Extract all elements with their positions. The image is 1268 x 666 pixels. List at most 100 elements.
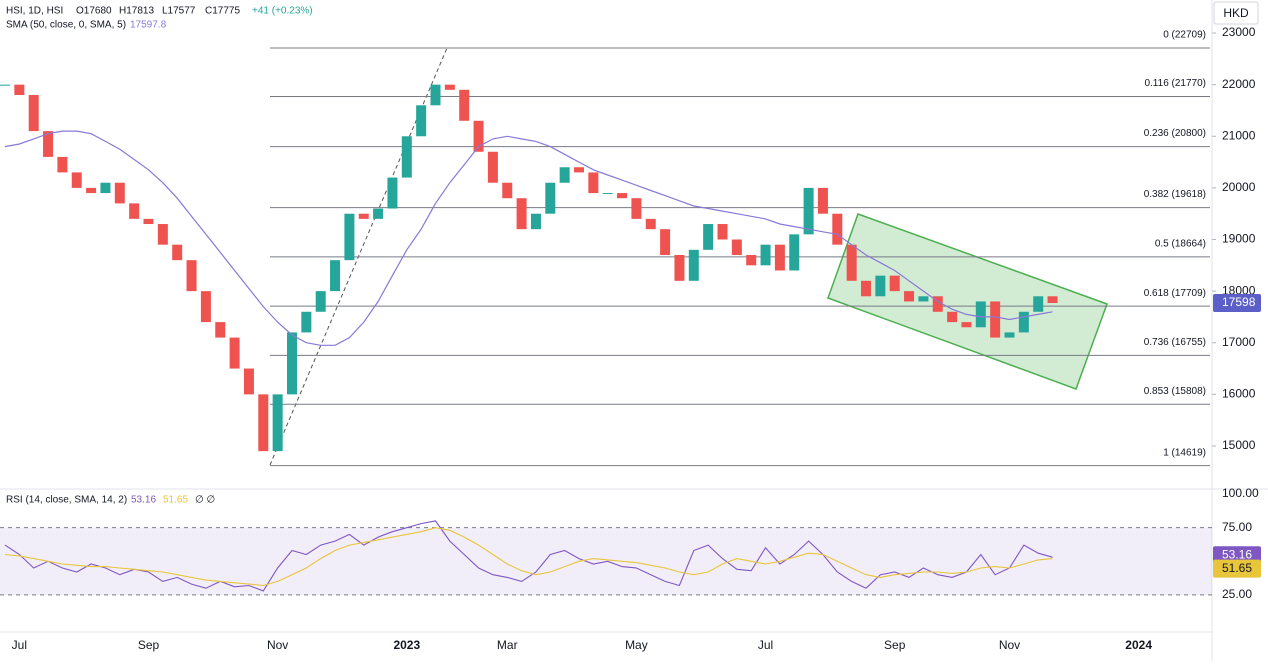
- candle: [287, 332, 297, 395]
- candle: [1018, 311, 1029, 333]
- candle: [172, 244, 183, 261]
- candle: [387, 177, 398, 209]
- rsi-badge-label: 51.65: [1222, 561, 1252, 575]
- candle: [129, 203, 140, 219]
- candle: [215, 322, 226, 338]
- candle: [674, 254, 685, 281]
- candle: [803, 187, 814, 235]
- currency-button[interactable]: [1213, 1, 1259, 25]
- y-tick-label: 75.00: [1222, 520, 1252, 534]
- candle: [617, 193, 628, 199]
- candle: [631, 198, 642, 219]
- candle: [330, 260, 341, 292]
- rsi-legend-value: 53.16: [131, 495, 156, 506]
- legend-ohlc: C17775: [205, 6, 240, 17]
- sma-line: [4, 130, 1053, 346]
- candle: [516, 198, 527, 230]
- x-tick-label: 2023: [393, 638, 420, 652]
- candle: [344, 213, 355, 261]
- candle: [703, 224, 714, 250]
- candle: [1004, 332, 1015, 338]
- candle: [301, 311, 312, 333]
- candle: [487, 151, 498, 183]
- candle: [1047, 296, 1058, 303]
- last-price-badge: [1213, 293, 1261, 312]
- legend-sma-value: 17597.8: [130, 20, 167, 31]
- candle: [574, 167, 584, 173]
- candle: [416, 105, 427, 137]
- x-tick-label: 2024: [1125, 638, 1152, 652]
- fib-label: 0.116 (21770): [1144, 78, 1206, 89]
- candle: [861, 280, 871, 297]
- candle: [947, 311, 958, 323]
- candle: [559, 167, 570, 183]
- candle: [832, 213, 843, 245]
- candle: [258, 394, 269, 452]
- y-tick-label: 17000: [1222, 335, 1256, 349]
- legend-ohlc: H17813: [119, 6, 154, 17]
- last-price-label: 17598: [1222, 295, 1256, 309]
- rsi-legend-title: RSI (14, close, SMA, 14, 2): [6, 495, 127, 506]
- x-tick-label: May: [625, 638, 648, 652]
- fib-label: 0.5 (18664): [1155, 238, 1206, 249]
- candle: [243, 368, 254, 395]
- candle: [688, 249, 699, 281]
- candle: [731, 239, 742, 255]
- y-tick-label: 15000: [1222, 438, 1256, 452]
- fib-label: 1 (14619): [1163, 447, 1206, 458]
- candle: [186, 260, 197, 292]
- candle: [229, 337, 240, 369]
- legend-title: HSI, 1D, HSI: [6, 6, 63, 17]
- rsi-legend-ma: 51.65: [163, 495, 188, 506]
- rsi-badge: [1213, 559, 1261, 578]
- legend-change: +41 (+0.23%): [252, 6, 313, 17]
- candle: [904, 291, 915, 302]
- x-tick-label: Sep: [884, 638, 906, 652]
- legend-ohlc: O17680: [76, 6, 112, 17]
- candle: [502, 182, 513, 199]
- candle: [760, 244, 771, 266]
- candle: [660, 229, 671, 255]
- candle: [975, 301, 986, 328]
- candle: [530, 213, 541, 230]
- candle: [961, 322, 972, 328]
- candle: [114, 182, 125, 204]
- y-tick-label: 22000: [1222, 77, 1256, 91]
- y-tick-label: 25.00: [1222, 587, 1252, 601]
- y-tick-label: 100.00: [1222, 486, 1259, 500]
- rsi-badge-label: 53.16: [1222, 547, 1252, 561]
- candle: [717, 224, 728, 240]
- legend-sma-name: SMA (50, close, 0, SMA, 5): [6, 20, 126, 31]
- candle: [789, 234, 800, 271]
- y-tick-label: 20000: [1222, 180, 1256, 194]
- candle: [602, 193, 613, 195]
- candle: [645, 218, 656, 230]
- candle: [889, 275, 900, 292]
- candle: [86, 187, 97, 194]
- candle: [817, 187, 828, 214]
- candle: [315, 291, 326, 312]
- candle: [918, 296, 929, 302]
- candle: [774, 244, 785, 271]
- channel-drawing[interactable]: [827, 213, 1108, 390]
- y-tick-label: 23000: [1222, 25, 1256, 39]
- candle: [0, 84, 10, 86]
- rsi-legend-extra: ∅ ∅: [195, 495, 215, 506]
- candle: [430, 84, 441, 106]
- candle: [473, 120, 484, 152]
- candle: [401, 136, 412, 178]
- fib-label: 0.382 (19618): [1144, 189, 1206, 200]
- candle: [143, 218, 154, 225]
- candle: [875, 275, 886, 297]
- candle: [358, 213, 369, 219]
- candle: [990, 301, 1001, 338]
- x-tick-label: Jul: [12, 638, 27, 652]
- fib-label: 0.236 (20800): [1144, 128, 1206, 139]
- y-tick-label: 18000: [1222, 283, 1256, 297]
- x-tick-label: Nov: [267, 638, 288, 652]
- candle: [157, 224, 168, 245]
- candle: [272, 394, 283, 452]
- legend-ohlc: L17577: [162, 6, 196, 17]
